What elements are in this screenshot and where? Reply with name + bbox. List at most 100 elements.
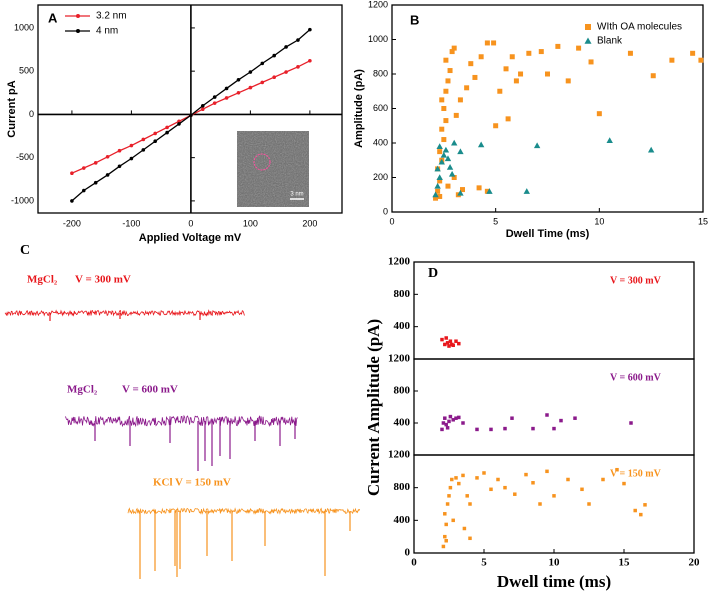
y-tick-label: 400 (373, 137, 388, 147)
data-point (448, 414, 453, 419)
trace-name: MgCl₂ (67, 384, 98, 396)
data-point (669, 57, 675, 63)
data-point (439, 126, 445, 132)
y-axis-label: Current pA (6, 80, 18, 138)
x-tick-label: 20 (689, 557, 701, 569)
data-point (443, 416, 447, 420)
data-point (468, 536, 472, 541)
data-point (93, 180, 98, 185)
y-tick-label: 800 (394, 288, 411, 300)
data-point (284, 70, 288, 74)
data-point (450, 477, 454, 482)
data-point (141, 148, 146, 152)
data-point (236, 78, 241, 82)
legend-marker (76, 29, 80, 33)
data-point (698, 57, 704, 63)
y-tick-label: -500 (16, 152, 34, 162)
data-point (633, 508, 637, 513)
data-point (440, 151, 448, 158)
data-point (441, 106, 447, 111)
data-point (444, 422, 448, 427)
data-point (444, 522, 448, 527)
data-point (457, 415, 461, 420)
data-point (559, 418, 563, 423)
data-point (440, 337, 444, 342)
data-point (627, 50, 633, 56)
x-axis-label: Dwell time (ms) (497, 572, 611, 591)
data-point (513, 78, 519, 84)
pore-outline (253, 153, 271, 171)
trace-voltage: V = 600 mV (122, 384, 178, 396)
data-point (555, 43, 561, 49)
data-point (457, 189, 464, 196)
y-tick-label: 1200 (388, 256, 411, 268)
data-point (484, 188, 490, 194)
y-tick-label: 1200 (388, 449, 411, 461)
data-point (165, 125, 169, 130)
x-tick-label: 0 (389, 216, 394, 226)
data-point (441, 421, 446, 425)
data-point (475, 476, 479, 480)
y-tick-label: 1000 (14, 22, 34, 32)
data-point (200, 107, 205, 112)
scale-label: 3 nm (290, 192, 303, 198)
data-point (448, 170, 456, 177)
y-tick-label: 600 (373, 103, 388, 113)
data-point (443, 118, 449, 124)
data-point (441, 544, 446, 549)
data-point (505, 116, 511, 122)
data-point (565, 78, 571, 84)
data-point (434, 165, 441, 172)
data-point (545, 469, 549, 474)
data-point (454, 416, 458, 420)
x-tick-label: -200 (63, 218, 81, 228)
data-point (153, 131, 157, 136)
data-point (432, 191, 439, 198)
data-point (117, 148, 122, 153)
data-point (647, 146, 655, 153)
data-point (475, 427, 479, 432)
data-point (454, 339, 458, 343)
data-point (443, 57, 449, 63)
data-point (445, 183, 451, 189)
data-point (446, 163, 454, 170)
data-point (440, 427, 444, 432)
data-point (448, 485, 453, 490)
voltage-annotation: V = 600 mV (610, 372, 662, 383)
data-point (453, 112, 459, 118)
trace-voltage: V = 150 mV (175, 477, 231, 489)
data-point (457, 341, 461, 346)
data-point (461, 473, 465, 478)
data-point (451, 518, 455, 523)
voltage-annotation: V = 150 mV (610, 468, 662, 479)
data-point (224, 86, 229, 91)
data-point (177, 122, 181, 126)
y-tick-label: 800 (373, 68, 388, 78)
data-point (477, 141, 485, 148)
data-point (462, 526, 467, 531)
data-point (445, 78, 451, 84)
data-point (441, 137, 447, 143)
y-tick-label: 400 (394, 514, 411, 526)
data-point (545, 71, 550, 77)
data-point (236, 90, 241, 95)
legend-marker (585, 24, 591, 30)
y-tick-label: 400 (394, 417, 411, 429)
data-point (643, 503, 647, 507)
y-tick-label: -1000 (11, 195, 34, 205)
data-point (447, 494, 451, 498)
data-point (596, 111, 602, 117)
data-point (690, 50, 696, 56)
data-point (308, 58, 312, 63)
data-point (461, 421, 465, 425)
data-point (509, 54, 515, 60)
legend-marker (584, 37, 592, 44)
data-point (472, 74, 478, 80)
y-tick-label: 0 (405, 547, 411, 559)
data-point (650, 73, 656, 79)
data-point (451, 418, 455, 422)
data-point (296, 38, 300, 42)
data-point (437, 149, 443, 155)
data-point (445, 502, 450, 506)
data-point (444, 539, 448, 543)
